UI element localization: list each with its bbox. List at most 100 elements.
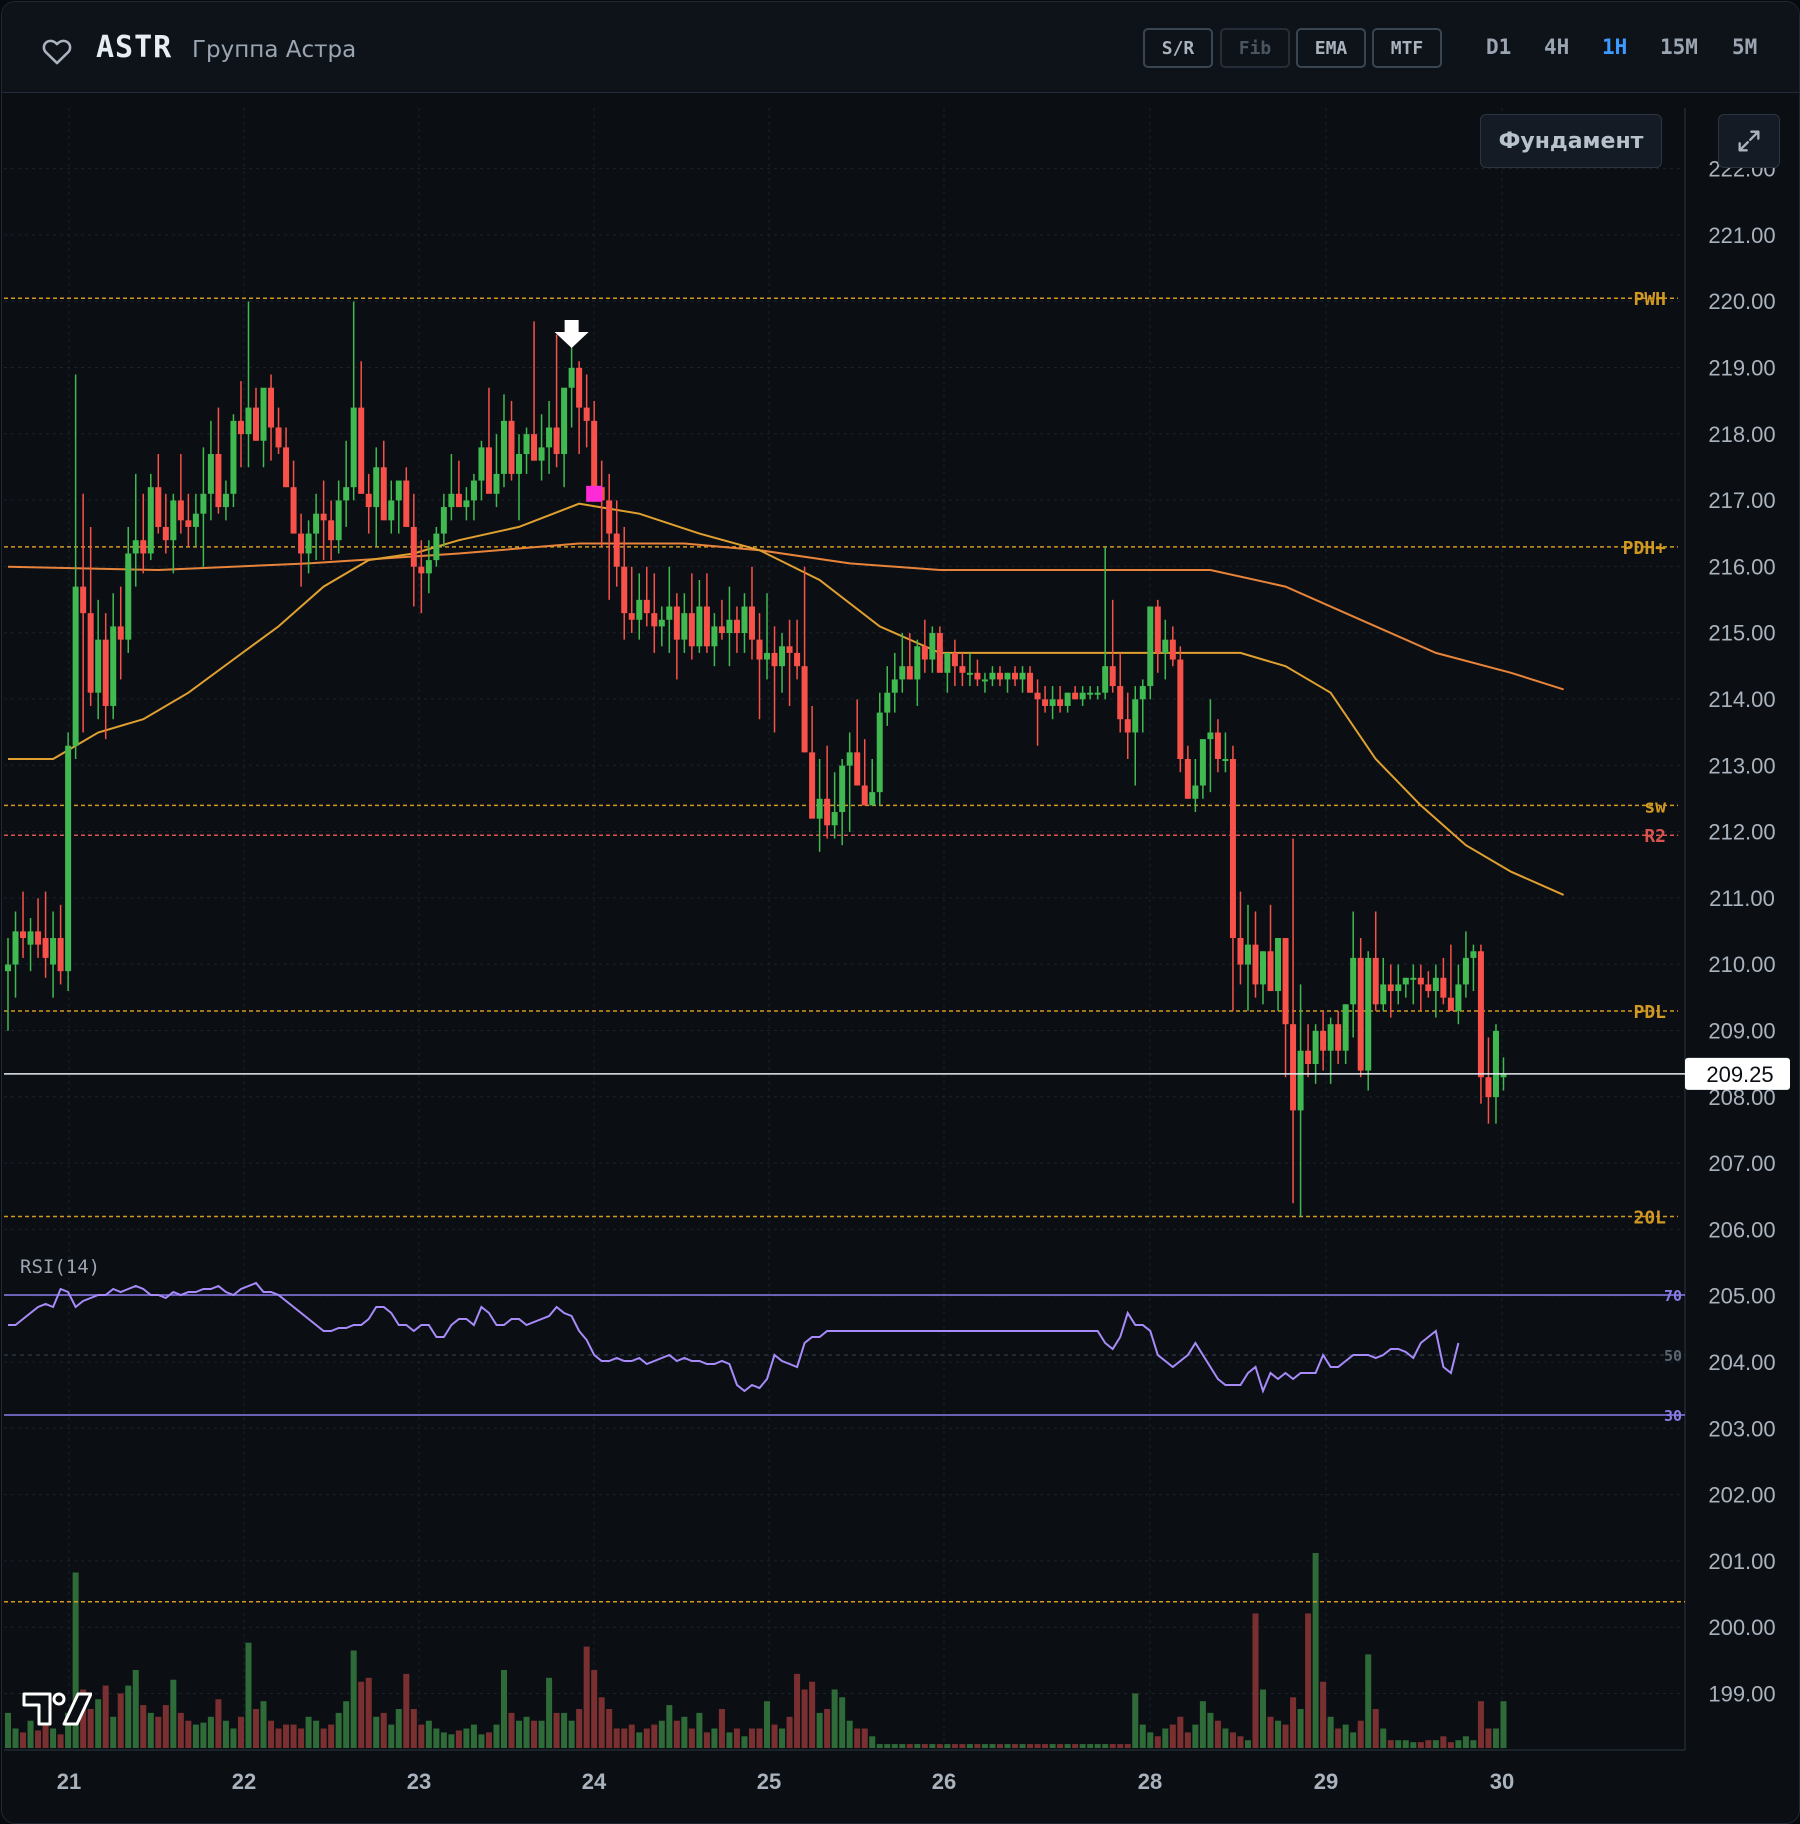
- timeframe-d1[interactable]: D1: [1486, 35, 1512, 59]
- volume-bar: [1500, 1701, 1507, 1748]
- candle-body: [1019, 672, 1026, 680]
- volume-bar: [936, 1744, 943, 1748]
- volume-bar: [899, 1744, 906, 1748]
- candle-body: [981, 679, 988, 682]
- timeframe-4h[interactable]: 4H: [1544, 35, 1570, 59]
- volume-bar: [914, 1744, 921, 1748]
- volume-bar: [1357, 1720, 1364, 1748]
- candle-body: [711, 626, 718, 647]
- volume-bar: [1267, 1716, 1274, 1748]
- candle-body: [673, 606, 680, 640]
- y-tick-label: 221.00: [1708, 223, 1775, 248]
- sr-toggle[interactable]: S/R: [1143, 28, 1213, 68]
- candle-body: [576, 367, 583, 408]
- y-tick-label: 220.00: [1708, 289, 1775, 314]
- volume-bar: [1485, 1728, 1492, 1748]
- volume-bar: [1139, 1724, 1146, 1748]
- volume-bar: [1184, 1732, 1191, 1748]
- volume-bar: [726, 1732, 733, 1748]
- candle-body: [1335, 1024, 1342, 1051]
- volume-bar: [1462, 1736, 1469, 1748]
- last-price-tag: [1685, 1057, 1790, 1090]
- volume-bar: [1327, 1716, 1334, 1748]
- candle-body: [373, 467, 380, 508]
- x-tick-label: 24: [582, 1769, 607, 1794]
- candle-body: [5, 964, 11, 972]
- volume-bar: [1019, 1744, 1026, 1748]
- x-tick-label: 29: [1314, 1769, 1338, 1794]
- y-tick-label: 218.00: [1708, 422, 1775, 447]
- candle-body: [681, 613, 688, 640]
- candle-body: [1432, 977, 1439, 992]
- candle-body: [824, 798, 831, 826]
- candle-body: [478, 447, 485, 481]
- volume-bar: [801, 1689, 808, 1748]
- ema-toggle[interactable]: EMA: [1296, 28, 1366, 68]
- fundamentals-button[interactable]: Фундамент: [1480, 114, 1662, 168]
- candle-body: [140, 540, 147, 554]
- expand-button[interactable]: [1718, 114, 1780, 168]
- volume-bar: [1350, 1732, 1357, 1748]
- volume-bar: [1207, 1712, 1214, 1748]
- y-tick-label: 217.00: [1708, 488, 1775, 513]
- candle-body: [966, 672, 973, 675]
- volume-bar: [1342, 1724, 1349, 1748]
- volume-bar: [568, 1720, 575, 1748]
- candle-body: [899, 666, 906, 680]
- candle-body: [1425, 984, 1432, 992]
- candle-body: [365, 493, 372, 508]
- candle-body: [87, 613, 94, 693]
- candle-body: [891, 679, 898, 693]
- candle-body: [854, 752, 861, 786]
- candle-body: [388, 500, 395, 521]
- level-label: sw: [1644, 796, 1666, 817]
- volume-bar: [350, 1650, 357, 1748]
- volume-bar: [523, 1716, 530, 1748]
- candle-body: [298, 533, 305, 554]
- volume-bar: [869, 1736, 876, 1748]
- volume-bar: [981, 1744, 988, 1748]
- candle-body: [493, 473, 500, 494]
- volume-bar: [576, 1709, 583, 1748]
- volume-bar: [1124, 1744, 1131, 1748]
- volume-bar: [1079, 1744, 1086, 1748]
- candle-body: [1147, 606, 1154, 687]
- ema-fast-line: [8, 502, 1565, 896]
- candle-body: [1117, 686, 1124, 720]
- mtf-toggle[interactable]: MTF: [1372, 28, 1442, 68]
- candle-body: [1094, 692, 1101, 695]
- candle-body: [1244, 944, 1251, 965]
- candle-body: [395, 480, 402, 501]
- volume-bar: [824, 1709, 831, 1748]
- volume-bar: [628, 1724, 635, 1748]
- timeframe-5m[interactable]: 5M: [1732, 35, 1758, 59]
- fib-toggle[interactable]: Fib: [1220, 28, 1290, 68]
- candle-body: [861, 785, 868, 806]
- volume-bar: [50, 1728, 57, 1748]
- candle-body: [884, 692, 891, 713]
- candle-body: [1477, 951, 1484, 1078]
- candle-body: [283, 447, 290, 488]
- volume-bar: [703, 1732, 710, 1748]
- volume-bar: [996, 1744, 1003, 1748]
- heart-icon[interactable]: [40, 34, 74, 68]
- timeframe-15m[interactable]: 15M: [1660, 35, 1698, 59]
- volume-bar: [1057, 1744, 1064, 1748]
- volume-bar: [283, 1724, 290, 1748]
- volume-bar: [1102, 1744, 1109, 1748]
- candle-body: [643, 599, 650, 614]
- volume-bar: [561, 1712, 568, 1748]
- candle-body: [906, 666, 913, 680]
- volume-bar: [245, 1642, 252, 1748]
- volume-bar: [516, 1720, 523, 1748]
- rsi-level-label: 50: [1664, 1347, 1682, 1365]
- candle-body: [1327, 1024, 1334, 1051]
- candle-body: [1410, 977, 1417, 980]
- volume-bar: [508, 1712, 515, 1748]
- timeframe-1h[interactable]: 1H: [1602, 35, 1628, 59]
- candle-body: [50, 938, 57, 965]
- candle-body: [1214, 732, 1221, 759]
- volume-bar: [478, 1734, 485, 1748]
- candle-body: [666, 606, 673, 620]
